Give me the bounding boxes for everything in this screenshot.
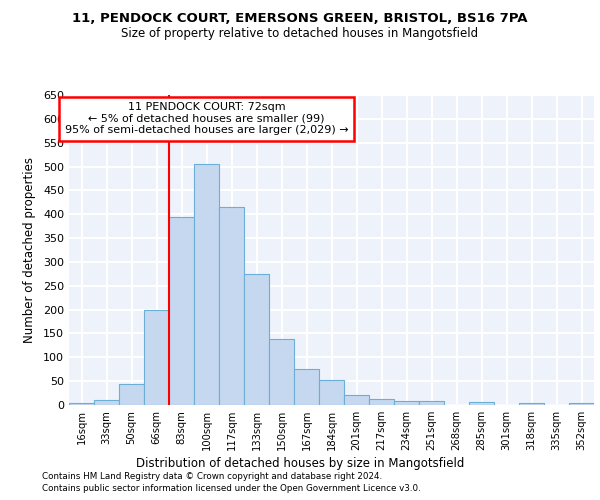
Bar — [119, 384, 144, 405]
Text: 11, PENDOCK COURT, EMERSONS GREEN, BRISTOL, BS16 7PA: 11, PENDOCK COURT, EMERSONS GREEN, BRIST… — [72, 12, 528, 26]
Bar — [194, 164, 219, 405]
Text: Contains public sector information licensed under the Open Government Licence v3: Contains public sector information licen… — [42, 484, 421, 493]
Bar — [394, 401, 419, 405]
Bar — [94, 400, 119, 405]
Bar — [219, 207, 244, 405]
Bar — [269, 339, 294, 405]
Bar — [344, 394, 369, 405]
Bar — [569, 403, 594, 405]
Text: Distribution of detached houses by size in Mangotsfield: Distribution of detached houses by size … — [136, 458, 464, 470]
Y-axis label: Number of detached properties: Number of detached properties — [23, 157, 36, 343]
Bar — [369, 400, 394, 405]
Text: 11 PENDOCK COURT: 72sqm
← 5% of detached houses are smaller (99)
95% of semi-det: 11 PENDOCK COURT: 72sqm ← 5% of detached… — [65, 102, 349, 136]
Text: Size of property relative to detached houses in Mangotsfield: Size of property relative to detached ho… — [121, 28, 479, 40]
Text: Contains HM Land Registry data © Crown copyright and database right 2024.: Contains HM Land Registry data © Crown c… — [42, 472, 382, 481]
Bar — [469, 402, 494, 405]
Bar — [69, 402, 94, 405]
Bar — [294, 369, 319, 405]
Bar — [169, 216, 194, 405]
Bar — [419, 401, 444, 405]
Bar — [144, 310, 169, 405]
Bar — [244, 274, 269, 405]
Bar — [519, 402, 544, 405]
Bar — [319, 380, 344, 405]
